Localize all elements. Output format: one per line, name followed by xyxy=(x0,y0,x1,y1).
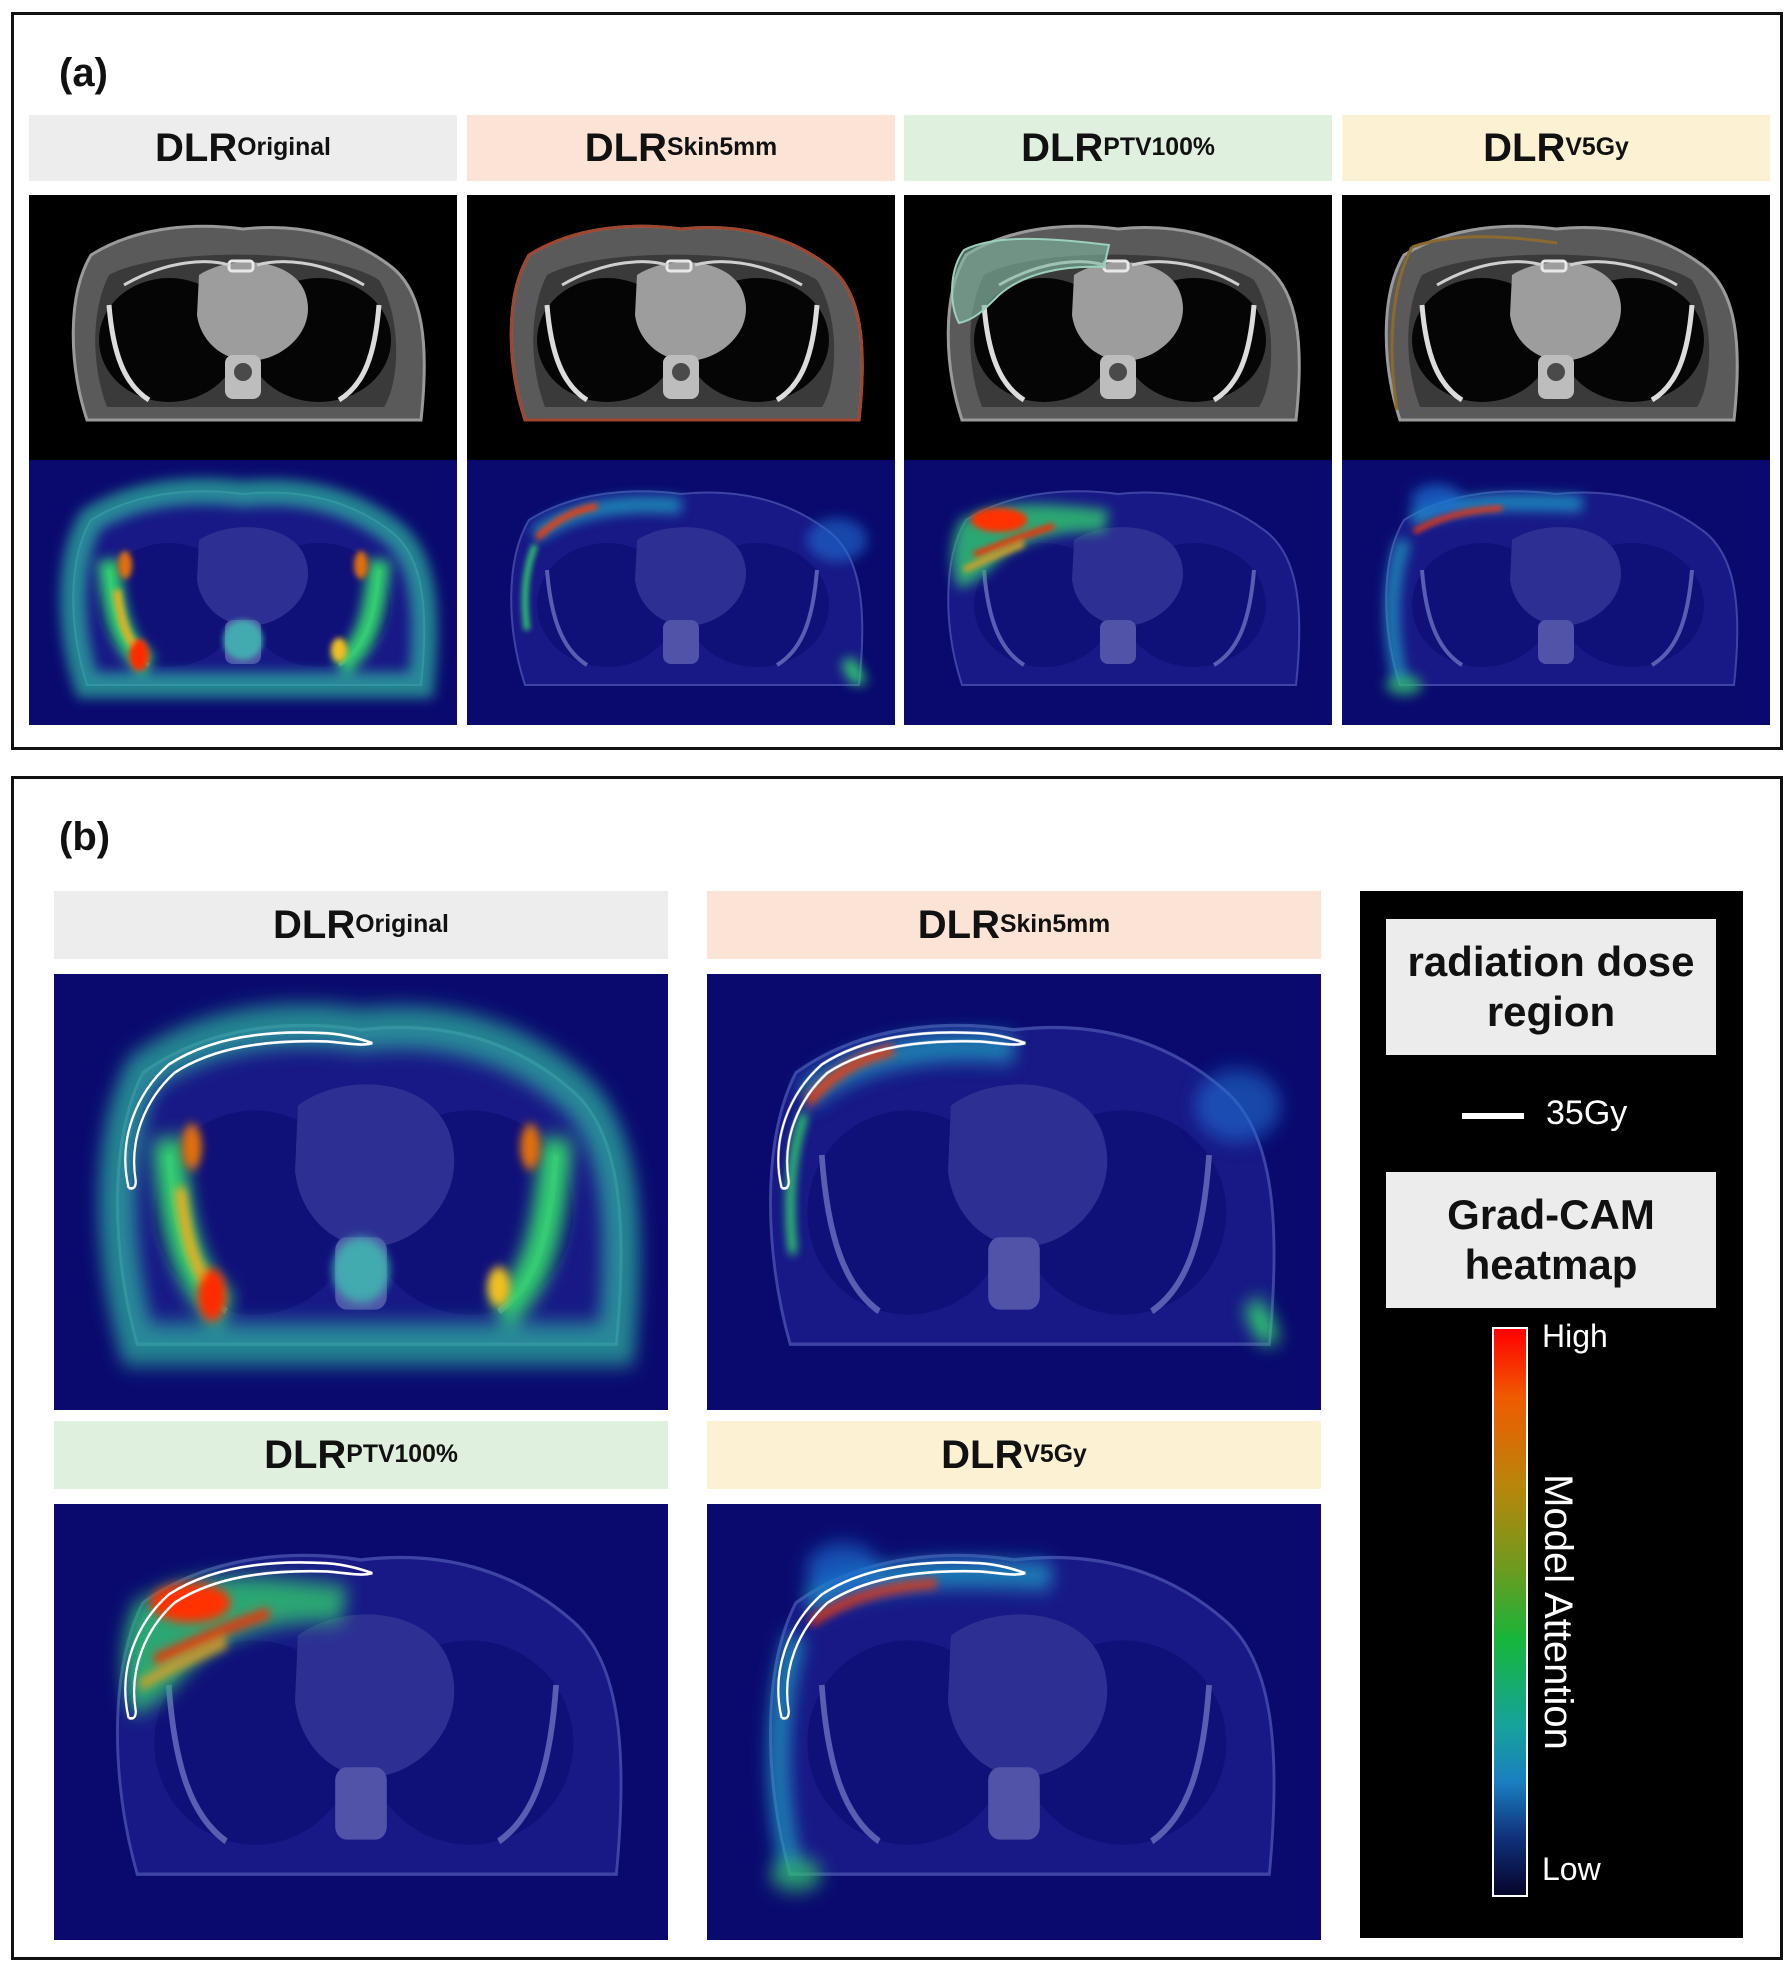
header-b-ptv100-name: DLR xyxy=(264,1432,347,1477)
header-b-original-name: DLR xyxy=(273,902,356,947)
header-b-ptv100: DLR PTV100% xyxy=(54,1421,668,1489)
header-b-original-sub: Original xyxy=(355,911,449,938)
legend-dose-title: radiation dose region xyxy=(1386,919,1716,1055)
heatmap-b-v5gy xyxy=(707,1504,1321,1940)
header-b-original: DLR Original xyxy=(54,891,668,959)
header-a-skin5mm: DLR Skin5mm xyxy=(467,115,895,181)
header-a-ptv100-sub: PTV100% xyxy=(1103,134,1215,161)
legend-gradcam-title: Grad-CAM heatmap xyxy=(1386,1172,1716,1308)
header-a-original-name: DLR xyxy=(155,125,238,170)
heatmap-b-original xyxy=(54,974,668,1410)
header-a-skin5mm-name: DLR xyxy=(584,125,667,170)
heatmap-a-original xyxy=(29,460,457,725)
legend-colorbar xyxy=(1492,1327,1528,1897)
header-a-skin5mm-sub: Skin5mm xyxy=(666,134,778,161)
header-a-original: DLR Original xyxy=(29,115,457,181)
header-b-skin5mm: DLR Skin5mm xyxy=(707,891,1321,959)
header-b-v5gy: DLR V5Gy xyxy=(707,1421,1321,1489)
header-b-skin5mm-name: DLR xyxy=(917,902,1000,947)
header-b-v5gy-sub: V5Gy xyxy=(1023,1441,1087,1468)
ct-image-skin5mm xyxy=(467,195,895,460)
ct-image-ptv100 xyxy=(904,195,1332,460)
header-a-original-sub: Original xyxy=(237,134,331,161)
heatmap-a-ptv100 xyxy=(904,460,1332,725)
legend-dose-line-label: 35Gy xyxy=(1546,1094,1628,1132)
header-b-v5gy-name: DLR xyxy=(941,1432,1024,1477)
legend-low-label: Low xyxy=(1542,1851,1601,1887)
header-a-ptv100: DLR PTV100% xyxy=(904,115,1332,181)
panel-a-label: (a) xyxy=(59,51,108,95)
header-a-v5gy-sub: V5Gy xyxy=(1565,134,1629,161)
heatmap-a-skin5mm xyxy=(467,460,895,725)
header-b-skin5mm-sub: Skin5mm xyxy=(999,911,1111,938)
header-a-ptv100-name: DLR xyxy=(1021,125,1104,170)
legend: radiation dose region 35Gy Grad-CAM heat… xyxy=(1360,891,1743,1938)
panel-b-label: (b) xyxy=(59,815,111,859)
heatmap-b-ptv100 xyxy=(54,1504,668,1940)
header-b-ptv100-sub: PTV100% xyxy=(346,1441,458,1468)
header-a-v5gy-name: DLR xyxy=(1483,125,1566,170)
legend-high-label: High xyxy=(1542,1318,1608,1354)
ct-image-v5gy xyxy=(1342,195,1770,460)
legend-axis-label: Model Attention xyxy=(1536,1474,1580,1750)
heatmap-a-v5gy xyxy=(1342,460,1770,725)
heatmap-b-skin5mm xyxy=(707,974,1321,1410)
ct-image-original xyxy=(29,195,457,460)
header-a-v5gy: DLR V5Gy xyxy=(1342,115,1770,181)
panel-b: (b) DLR Original DLR Skin5mm DLR PTV100% DL… xyxy=(11,776,1783,1960)
legend-dose-line-swatch xyxy=(1462,1113,1524,1119)
panel-a: (a) DLR Original DLR Skin5mm DLR PTV100% DL… xyxy=(11,12,1783,750)
